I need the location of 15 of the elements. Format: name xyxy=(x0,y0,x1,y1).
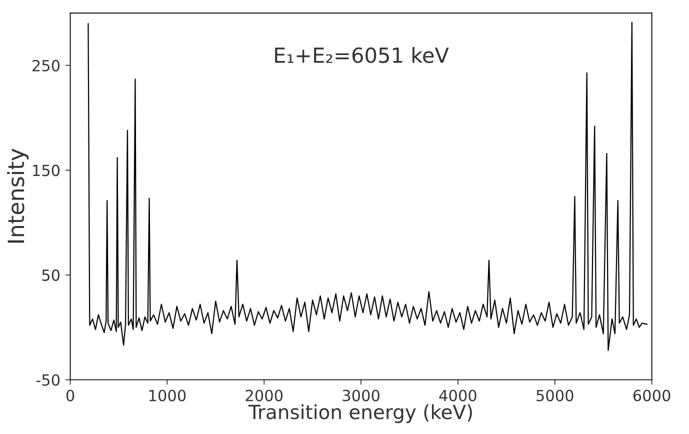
x-tick-label: 3000 xyxy=(342,390,380,402)
y-axis-title: Intensity xyxy=(7,148,29,243)
x-tick-label: 4000 xyxy=(439,390,476,402)
y-tick-label: 50 xyxy=(42,269,60,281)
line-series xyxy=(88,22,648,351)
y-tick-label: 150 xyxy=(33,164,60,176)
annotation: E₁+E₂=6051 keV xyxy=(275,46,449,64)
x-tick-label: 1000 xyxy=(149,390,186,402)
x-tick-label: 5000 xyxy=(536,390,574,402)
x-axis-title: Transition energy (keV) xyxy=(248,404,472,424)
x-tick-label: 6000 xyxy=(633,390,670,402)
y-tick-label: 250 xyxy=(32,60,60,72)
x-tick-label: 0 xyxy=(66,390,74,402)
y-tick-label: -50 xyxy=(36,374,60,386)
x-tick-label: 2000 xyxy=(246,390,283,402)
